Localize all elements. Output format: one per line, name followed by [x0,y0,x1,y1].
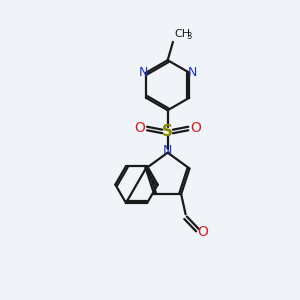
Text: N: N [138,66,148,79]
Text: N: N [188,66,197,79]
Text: CH: CH [174,29,190,39]
Text: 3: 3 [186,32,192,41]
Text: O: O [135,121,146,135]
Text: O: O [197,226,208,239]
Text: O: O [190,121,201,135]
Text: S: S [162,124,173,139]
Text: N: N [163,144,172,157]
